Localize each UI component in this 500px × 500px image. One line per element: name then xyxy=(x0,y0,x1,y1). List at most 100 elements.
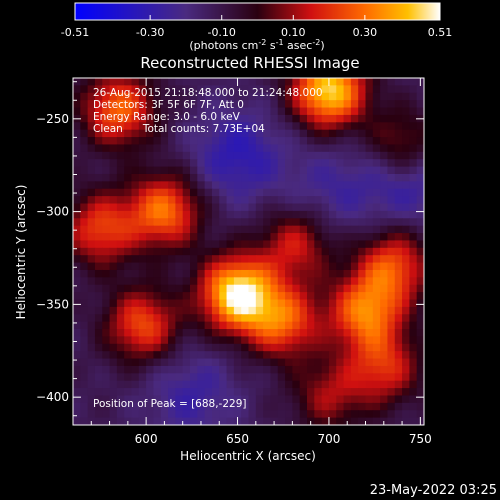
heatmap-cell xyxy=(394,402,403,411)
heatmap-cell xyxy=(211,100,220,109)
heatmap-cell xyxy=(73,358,81,367)
heatmap-cell xyxy=(248,151,257,160)
heatmap-cell xyxy=(241,159,250,168)
heatmap-cell xyxy=(402,85,410,94)
heatmap-cell xyxy=(226,262,235,271)
heatmap-cell xyxy=(233,269,242,278)
heatmap-cell xyxy=(175,373,184,382)
heatmap-cell xyxy=(343,144,352,153)
heatmap-cell xyxy=(350,314,359,323)
heatmap-cell xyxy=(380,299,389,308)
heatmap-cell xyxy=(131,85,140,94)
heatmap-cell xyxy=(307,107,315,116)
heatmap-cell xyxy=(255,365,264,374)
heatmap-cell xyxy=(102,173,111,182)
heatmap-cell xyxy=(211,247,220,256)
heatmap-cell xyxy=(343,269,352,278)
heatmap-cell xyxy=(328,329,337,337)
heatmap-cell xyxy=(394,85,403,94)
heatmap-cell xyxy=(372,114,381,123)
heatmap-cell xyxy=(292,358,301,367)
heatmap-cell xyxy=(197,240,206,249)
heatmap-cell xyxy=(138,137,147,146)
heatmap-cell xyxy=(380,188,389,197)
heatmap-cell xyxy=(153,92,162,101)
heatmap-cell xyxy=(116,284,125,293)
heatmap-cell xyxy=(168,269,176,278)
heatmap-cell xyxy=(277,306,286,315)
heatmap-cell xyxy=(292,240,301,249)
heatmap-cell xyxy=(314,351,323,360)
heatmap-cell xyxy=(328,188,337,197)
heatmap-cell xyxy=(292,343,301,352)
heatmap-cell xyxy=(102,365,111,374)
heatmap-cell xyxy=(248,402,257,411)
heatmap-cell xyxy=(138,373,147,382)
heatmap-cell xyxy=(314,380,323,389)
heatmap-cell xyxy=(358,262,367,271)
heatmap-cell xyxy=(131,255,140,264)
heatmap-cell xyxy=(336,262,345,271)
heatmap-cell xyxy=(109,114,118,123)
heatmap-cell xyxy=(255,262,264,271)
heatmap-cell xyxy=(241,196,250,205)
heatmap-cell xyxy=(241,218,250,227)
heatmap-cell xyxy=(314,262,323,271)
heatmap-cell xyxy=(263,92,272,101)
heatmap-cell xyxy=(387,292,396,301)
heatmap-cell xyxy=(263,159,272,168)
heatmap-cell xyxy=(350,336,359,345)
heatmap-cell xyxy=(160,402,169,411)
heatmap-cell xyxy=(124,395,133,404)
heatmap-cell xyxy=(219,395,228,404)
heatmap-cell xyxy=(343,196,352,205)
heatmap-cell xyxy=(248,277,257,286)
heatmap-cell xyxy=(153,100,162,109)
heatmap-cell xyxy=(394,122,403,131)
heatmap-cell xyxy=(146,100,155,109)
heatmap-cell xyxy=(241,181,250,190)
heatmap-cell xyxy=(131,122,140,131)
heatmap-cell xyxy=(336,388,345,397)
heatmap-cell xyxy=(87,100,96,109)
heatmap-cell xyxy=(153,173,162,182)
heatmap-cell xyxy=(321,233,330,242)
heatmap-cell xyxy=(131,159,140,168)
heatmap-cell xyxy=(314,78,323,86)
heatmap-cell xyxy=(211,107,220,116)
heatmap-cell xyxy=(409,92,418,101)
heatmap-cell xyxy=(263,78,272,86)
heatmap-cell xyxy=(299,299,308,308)
heatmap-cell xyxy=(168,137,176,146)
heatmap-cell xyxy=(219,380,228,389)
heatmap-cell xyxy=(102,203,111,212)
heatmap-cell xyxy=(146,107,155,116)
heatmap-cell xyxy=(233,262,242,271)
heatmap-cell xyxy=(358,380,367,389)
heatmap-cell xyxy=(204,306,213,315)
heatmap-cell xyxy=(190,284,198,293)
heatmap-cell xyxy=(124,410,133,419)
heatmap-cell xyxy=(124,262,133,271)
heatmap-cell xyxy=(153,225,162,234)
heatmap-cell xyxy=(350,240,359,249)
heatmap-cell xyxy=(109,203,118,212)
colorbar-tick-label: -0.10 xyxy=(207,26,235,39)
x-tick-label: 600 xyxy=(135,432,158,446)
heatmap-cell xyxy=(372,188,381,197)
heatmap-cell xyxy=(299,388,308,397)
heatmap-cell xyxy=(241,402,250,411)
heatmap-cell xyxy=(277,78,286,86)
heatmap-cell xyxy=(343,343,352,352)
heatmap-cell xyxy=(109,277,118,286)
heatmap-cell xyxy=(343,351,352,360)
heatmap-cell xyxy=(160,151,169,160)
heatmap-cell xyxy=(343,262,352,271)
heatmap-cell xyxy=(197,336,206,345)
heatmap-cell xyxy=(387,402,396,411)
heatmap-cell xyxy=(102,233,111,242)
heatmap-cell xyxy=(211,380,220,389)
heatmap-cell xyxy=(211,233,220,242)
heatmap-cell xyxy=(204,225,213,234)
heatmap-cell xyxy=(343,203,352,212)
